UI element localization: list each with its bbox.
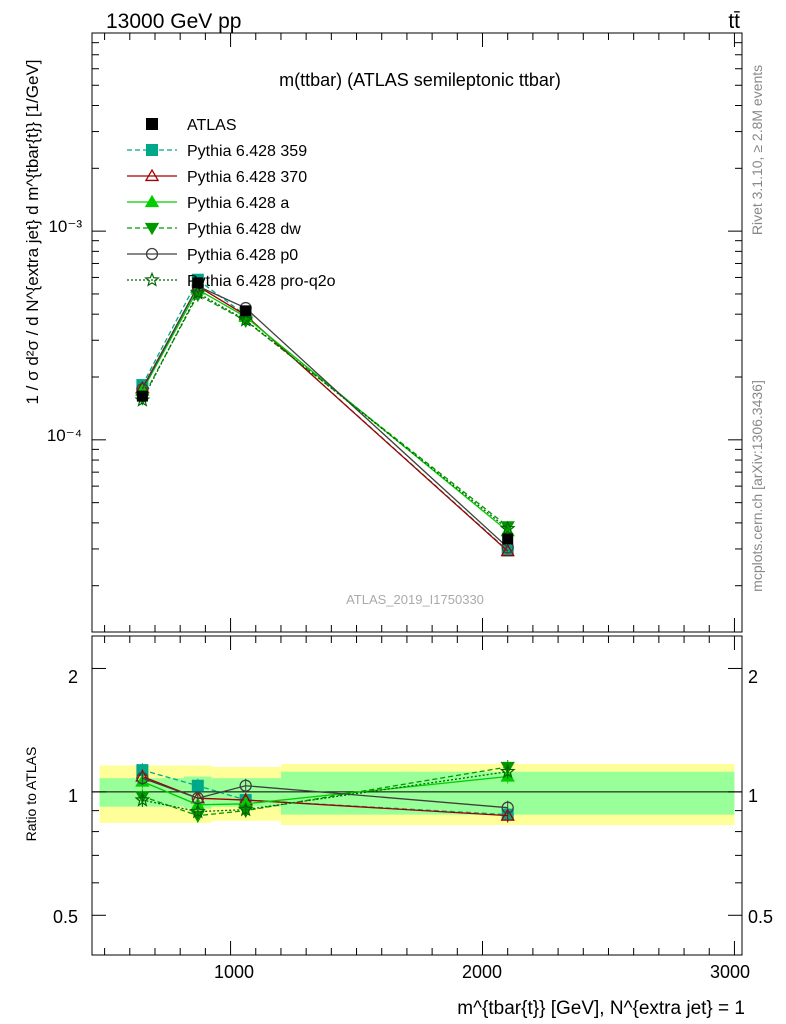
ratio-tick-label-1-left: 1 (68, 786, 78, 806)
ratio-line-pythia-6-428-p0 (142, 777, 508, 809)
point-pythia-6-428-pro-q2o (237, 311, 254, 327)
ratio-point-pythia-6-428-370 (500, 808, 515, 821)
ratio-tick-label-0.5-right: 0.5 (748, 907, 773, 927)
y-tick-label-1e-4: 10⁻⁴ (47, 426, 82, 445)
x-axis-label: m^{tbar{t}} [GeV], N^{extra jet} = 1 (457, 998, 745, 1019)
legend-label-pythia-6-428-dw: Pythia 6.428 dw (187, 221, 301, 238)
rivet-version-label: Rivet 3.1.10, ≥ 2.8M events (749, 65, 765, 235)
legend-label-pythia-6-428-370: Pythia 6.428 370 (187, 169, 307, 186)
series-line-pythia-6-428-359 (141, 278, 509, 551)
legend-marker-pythia-6-428-pro-q2o (144, 271, 160, 287)
ratio-point-pythia-6-428-p0 (239, 779, 252, 792)
point-pythia-6-428-370 (500, 543, 515, 557)
series-line-pythia-6-428-a (141, 288, 509, 532)
series-line-pythia-6-428-p0 (141, 285, 509, 548)
bottom-panel-frame (91, 635, 743, 956)
ratio-point-pythia-6-428-pro-q2o (189, 803, 206, 819)
point-pythia-6-428-pro-q2o (189, 284, 206, 300)
mcplots-label: mcplots.cern.ch [arXiv:1306.3436] (749, 380, 765, 592)
ratio-line-pythia-6-428-dw (142, 766, 508, 817)
legend-label-atlas: ATLAS (187, 117, 237, 134)
ratio-line-pythia-6-428-pro-q2o (142, 771, 508, 813)
series-line-pythia-6-428-pro-q2o (141, 292, 509, 530)
ratio-point-pythia-6-428-p0 (136, 772, 149, 785)
legend-marker-atlas (146, 118, 158, 130)
top-y-axis-label: 1 / σ d²σ / d N^{extra jet} d m^{tbar{t}… (23, 59, 42, 404)
legend-marker-pythia-6-428-p0 (145, 247, 159, 261)
legend-marker-pythia-6-428-a (144, 194, 160, 208)
analysis-id-label: ATLAS_2019_I1750330 (346, 592, 484, 607)
series-line-pythia-6-428-dw (141, 293, 509, 527)
legend-label-pythia-6-428-a: Pythia 6.428 a (187, 195, 289, 212)
ratio-tick-label-2-right: 2 (748, 667, 758, 687)
series-line-pythia-6-428-370 (141, 285, 509, 552)
header-left-label: 13000 GeV pp (106, 10, 241, 33)
ratio-point-pythia-6-428-pro-q2o (134, 791, 151, 807)
x-tick-label-1000: 1000 (214, 962, 254, 982)
ratio-line-pythia-6-428-370 (142, 775, 508, 817)
header-right-label: tt̄ (728, 10, 740, 33)
point-pythia-6-428-pro-q2o (499, 520, 516, 536)
legend-label-pythia-6-428-p0: Pythia 6.428 p0 (187, 247, 298, 264)
ratio-point-pythia-6-428-p0 (501, 801, 514, 814)
ratio-point-pythia-6-428-pro-q2o (237, 801, 254, 817)
top-panel-frame (91, 32, 743, 633)
y-tick-label-1e-3: 10⁻³ (48, 217, 82, 236)
point-atlas (136, 390, 148, 402)
legend-marker-pythia-6-428-dw (144, 222, 160, 236)
bottom-y-axis-label: Ratio to ATLAS (23, 747, 39, 842)
plot-title: m(ttbar) (ATLAS semileptonic ttbar) (279, 70, 561, 90)
point-atlas (240, 305, 252, 317)
ratio-tick-label-0.5-left: 0.5 (53, 907, 78, 927)
x-tick-label-3000: 3000 (710, 962, 750, 982)
point-atlas (502, 533, 514, 545)
ratio-point-pythia-6-428-pro-q2o (499, 763, 516, 779)
legend-label-pythia-6-428-pro-q2o: Pythia 6.428 pro-q2o (187, 273, 336, 290)
legend-marker-pythia-6-428-370 (144, 168, 160, 182)
ratio-tick-label-2-left: 2 (68, 667, 78, 687)
x-tick-label-2000: 2000 (462, 962, 502, 982)
point-atlas (192, 277, 204, 289)
ratio-point-pythia-6-428-359 (191, 779, 204, 792)
legend-label-pythia-6-428-359: Pythia 6.428 359 (187, 143, 307, 160)
ratio-tick-label-1-right: 1 (748, 786, 758, 806)
legend-marker-pythia-6-428-359 (146, 144, 158, 156)
ratio-line-pythia-6-428-359 (142, 769, 508, 816)
